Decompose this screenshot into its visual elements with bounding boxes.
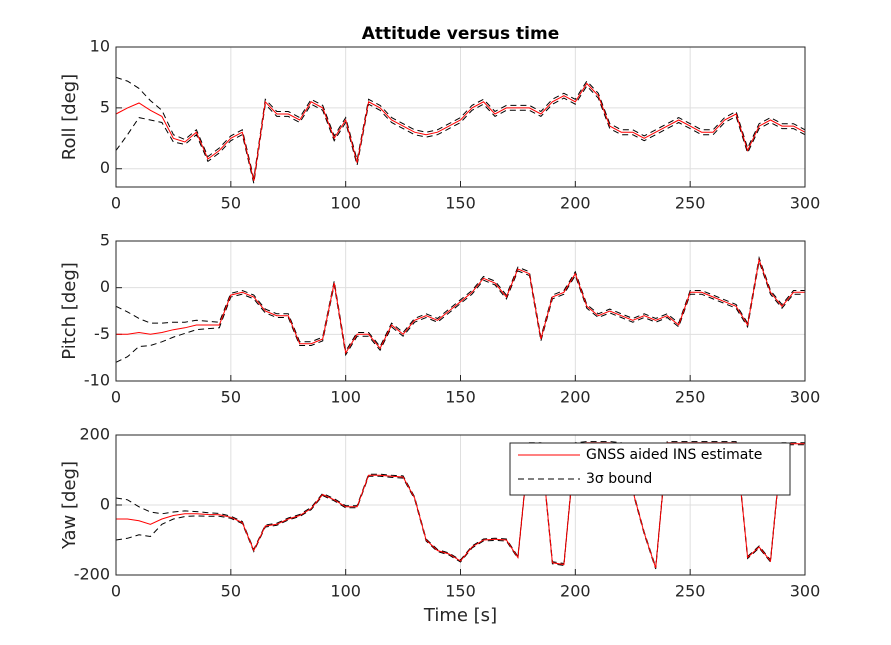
y-tick-label: -5 <box>94 324 110 343</box>
x-tick-label: 200 <box>560 194 591 213</box>
plot-lines <box>116 76 805 184</box>
x-tick-label: 150 <box>445 388 476 407</box>
y-axis-label: Yaw [deg] <box>59 461 80 550</box>
x-tick-label: 100 <box>330 582 361 601</box>
y-tick-label: -10 <box>84 371 110 390</box>
x-tick-label: 50 <box>221 582 241 601</box>
bound-line <box>116 255 805 353</box>
x-tick-label: 200 <box>560 388 591 407</box>
x-axis-label: Time [s] <box>423 605 497 626</box>
estimate-line <box>116 82 805 182</box>
x-tick-label: 300 <box>790 388 821 407</box>
bound-line <box>116 259 805 363</box>
legend-label: GNSS aided INS estimate <box>586 447 762 463</box>
axes-box <box>115 46 806 188</box>
y-tick-label: 200 <box>79 425 110 444</box>
bound-line <box>116 76 805 179</box>
x-tick-label: 300 <box>790 194 821 213</box>
x-tick-label: 250 <box>675 582 706 601</box>
x-tick-label: 50 <box>221 388 241 407</box>
x-tick-label: 300 <box>790 582 821 601</box>
axes-box <box>115 434 806 576</box>
chart-title: Attitude versus time <box>362 24 560 44</box>
y-tick-label: -200 <box>74 565 110 584</box>
y-tick-label: 5 <box>100 231 110 250</box>
legend-label: 3σ bound <box>586 471 652 487</box>
x-tick-label: 50 <box>221 194 241 213</box>
x-tick-label: 150 <box>445 194 476 213</box>
plot-lines <box>116 255 805 363</box>
x-tick-label: 200 <box>560 582 591 601</box>
estimate-line <box>116 257 805 355</box>
x-tick-label: 250 <box>675 194 706 213</box>
y-tick-label: 5 <box>100 97 110 116</box>
y-tick-label: 0 <box>100 495 110 514</box>
x-tick-label: 0 <box>111 388 121 407</box>
axes-box <box>115 240 806 382</box>
bound-line <box>116 441 805 568</box>
y-tick-label: 0 <box>100 158 110 177</box>
x-tick-label: 0 <box>111 582 121 601</box>
bound-line <box>116 85 805 184</box>
x-tick-label: 100 <box>330 388 361 407</box>
x-tick-label: 100 <box>330 194 361 213</box>
y-axis-label: Roll [deg] <box>59 74 80 160</box>
legend-box <box>509 442 791 496</box>
x-tick-label: 150 <box>445 582 476 601</box>
y-axis-label: Pitch [deg] <box>59 262 80 360</box>
y-tick-label: 10 <box>90 37 110 56</box>
x-tick-label: 0 <box>111 194 121 213</box>
x-tick-label: 250 <box>675 388 706 407</box>
y-tick-label: 0 <box>100 277 110 296</box>
